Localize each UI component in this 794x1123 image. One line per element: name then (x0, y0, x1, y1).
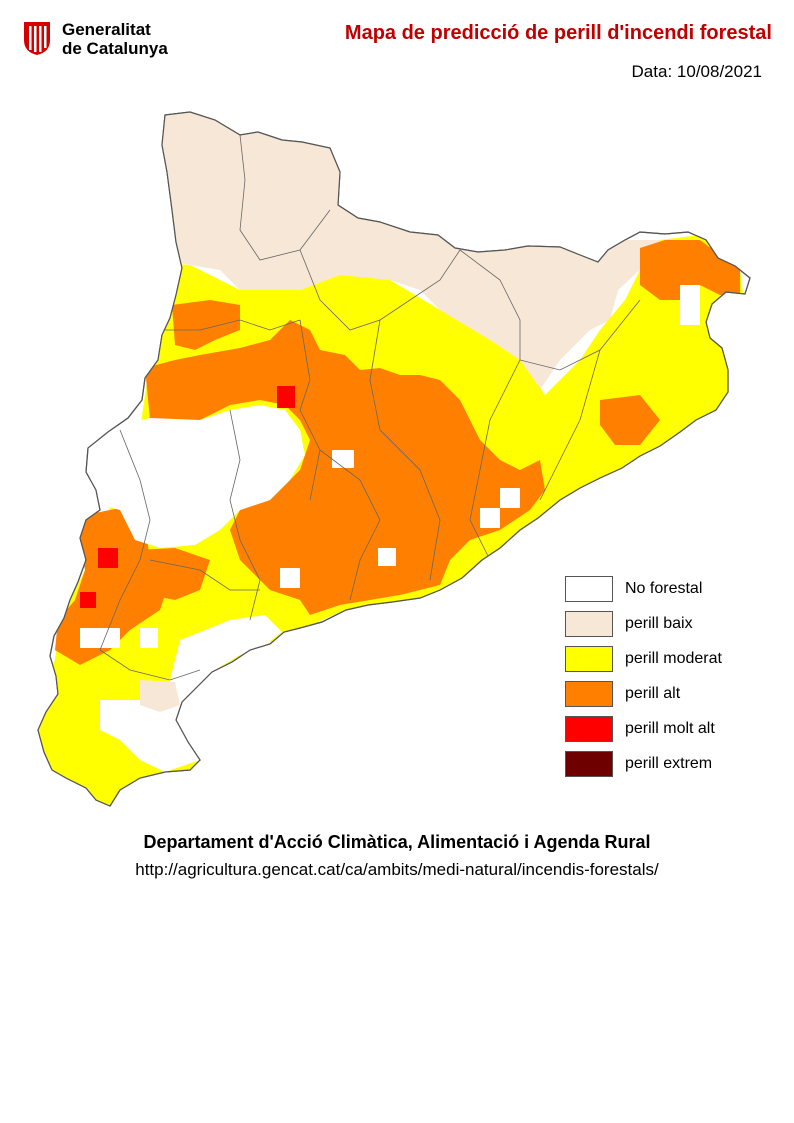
zone-perill-molt-alt (98, 548, 118, 568)
legend-swatch (565, 611, 613, 637)
map-legend: No forestal perill baix perill moderat p… (565, 574, 765, 784)
catalonia-fire-risk-map (37, 111, 751, 807)
legend-label: No forestal (625, 580, 703, 597)
legend-item-perill-extrem: perill extrem (565, 749, 765, 784)
risk-zones (38, 112, 745, 806)
legend-swatch (565, 716, 613, 742)
zone-perill-alt-northeast (640, 240, 740, 300)
logo-line-2: de Catalunya (62, 39, 168, 58)
legend-swatch (565, 681, 613, 707)
zone-no-forestal-cell (680, 285, 700, 325)
senyera-icon (24, 22, 50, 55)
zone-perill-alt-northwest (172, 300, 240, 350)
generalitat-logo: Generalitat de Catalunya (22, 16, 192, 60)
zone-perill-molt-alt (277, 386, 295, 408)
legend-item-perill-baix: perill baix (565, 609, 765, 644)
legend-label: perill moderat (625, 650, 722, 667)
zone-no-forestal-cell (80, 628, 120, 648)
source-url[interactable]: http://agricultura.gencat.cat/ca/ambits/… (135, 860, 659, 879)
catalonia-border (37, 111, 751, 807)
legend-item-no-forestal: No forestal (565, 574, 765, 609)
zone-perill-baix-delta (140, 680, 180, 712)
zone-no-forestal-cell (500, 488, 520, 508)
zone-perill-alt-southwest (55, 508, 170, 665)
legend-label: perill alt (625, 685, 681, 702)
zone-perill-molt-alt (80, 592, 96, 608)
comarca-boundaries (99, 134, 641, 681)
zone-no-forestal-cell (280, 568, 300, 588)
legend-swatch (565, 576, 613, 602)
date-value: 10/08/2021 (676, 62, 762, 81)
legend-swatch (565, 646, 613, 672)
department-name: Departament d'Acció Climàtica, Alimentac… (143, 832, 651, 852)
legend-label: perill molt alt (625, 720, 715, 737)
map-title: Mapa de predicció de perill d'incendi fo… (344, 22, 772, 44)
map-date: Data: 10/08/2021 (520, 62, 762, 82)
zone-no-forestal-cell (332, 450, 354, 468)
zone-no-forestal-cell (480, 508, 500, 528)
date-label: Data: (631, 62, 673, 81)
zone-perill-baix-north (150, 112, 660, 390)
legend-label: perill baix (625, 615, 693, 632)
zone-perill-alt-east (600, 395, 660, 445)
zone-no-forestal-lleida (88, 405, 305, 548)
legend-item-perill-molt-alt: perill molt alt (565, 714, 765, 749)
zone-no-forestal-cell (378, 548, 396, 566)
zone-no-forestal-cell (140, 628, 158, 648)
legend-item-perill-moderat: perill moderat (565, 644, 765, 679)
legend-item-perill-alt: perill alt (565, 679, 765, 714)
legend-swatch (565, 751, 613, 777)
legend-label: perill extrem (625, 755, 713, 772)
logo-line-1: Generalitat (62, 20, 151, 39)
zone-no-forestal-delta (100, 700, 200, 772)
logo-text: Generalitat de Catalunya (62, 20, 168, 58)
